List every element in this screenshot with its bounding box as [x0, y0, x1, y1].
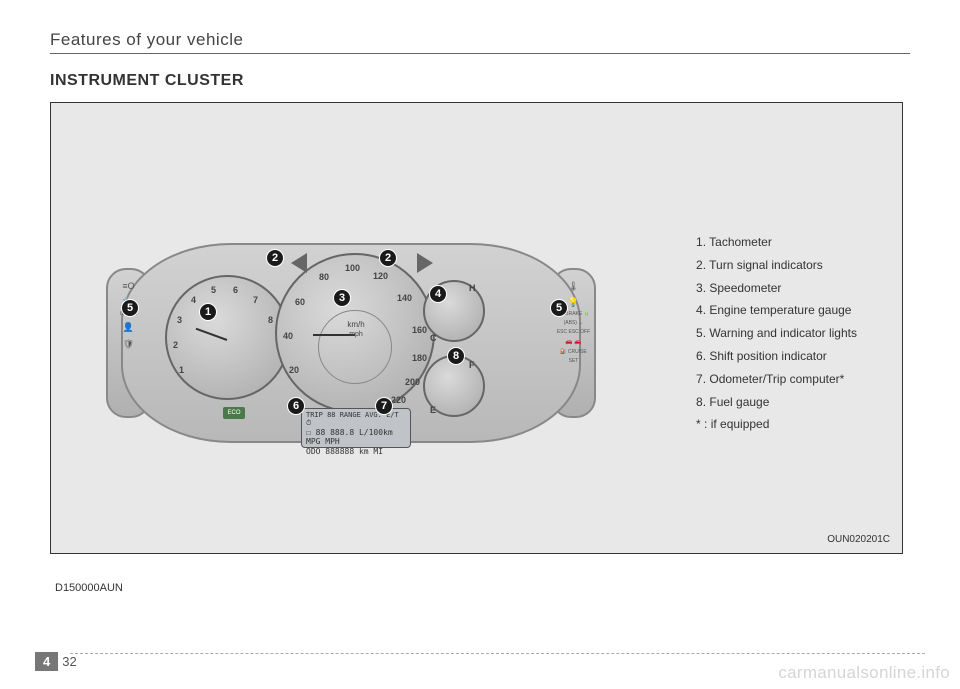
seatbelt-icon: 👤: [111, 319, 146, 335]
callout-badge: 5: [550, 299, 568, 317]
cluster-illustration: km/h mph 20 40 60 80 100 120 140 160 180…: [121, 223, 621, 473]
turn-signal-right-icon: [417, 253, 433, 273]
page-footer: 4 32: [35, 652, 77, 671]
speed-tick: 60: [295, 297, 305, 307]
legend-item: 2. Turn signal indicators: [696, 254, 857, 277]
temp-icon: 🌡: [556, 278, 591, 294]
legend-item: 7. Odometer/Trip computer*: [696, 368, 857, 391]
esc-icon: ESC ESC OFF: [556, 328, 591, 337]
tachometer-gauge: [165, 275, 290, 400]
image-code-bottom-left: D150000AUN: [55, 582, 123, 594]
speed-tick: 40: [283, 331, 293, 341]
door-icon: 🚗 🚗: [556, 337, 591, 348]
legend-item: * : if equipped: [696, 413, 857, 436]
speed-unit-label: km/h mph: [336, 320, 376, 338]
fuel-full: F: [469, 360, 475, 370]
speed-tick: 160: [412, 325, 427, 335]
kmh-text: km/h: [347, 320, 364, 329]
legend-item: 5. Warning and indicator lights: [696, 322, 857, 345]
temp-high: H: [469, 283, 476, 293]
lcd-line-trip: TRIP 88 RANGE AVG. E/T ⏱: [306, 411, 406, 428]
abs-icon: (ABS) ↔: [556, 319, 591, 328]
legend-item: 6. Shift position indicator: [696, 345, 857, 368]
image-code-bottom-right: OUN020201C: [827, 534, 890, 545]
speed-tick: 120: [373, 271, 388, 281]
speed-tick: 140: [397, 293, 412, 303]
tach-tick: 4: [191, 295, 196, 305]
tach-tick: 7: [253, 295, 258, 305]
callout-badge: 2: [379, 249, 397, 267]
callout-badge: 5: [121, 299, 139, 317]
tach-tick: 8: [268, 315, 273, 325]
cluster-diagram: km/h mph 20 40 60 80 100 120 140 160 180…: [50, 102, 903, 554]
section-title: INSTRUMENT CLUSTER: [50, 72, 910, 90]
callout-badge: 7: [375, 397, 393, 415]
speed-tick: 20: [289, 365, 299, 375]
speed-tick: 180: [412, 353, 427, 363]
speed-tick: 80: [319, 272, 329, 282]
turn-signal-left-icon: [291, 253, 307, 273]
speed-tick: 220: [391, 395, 406, 405]
eco-badge: ECO: [223, 407, 245, 419]
speed-tick: 100: [345, 263, 360, 273]
mph-text: mph: [349, 331, 363, 338]
airbag-icon: 🛡: [111, 336, 146, 352]
tach-tick: 2: [173, 340, 178, 350]
chapter-header: Features of your vehicle: [50, 30, 910, 54]
section-number-box: 4: [35, 652, 58, 671]
cluster-body: km/h mph 20 40 60 80 100 120 140 160 180…: [121, 243, 581, 443]
legend-item: 4. Engine temperature gauge: [696, 299, 857, 322]
callout-badge: 3: [333, 289, 351, 307]
callout-badge: 4: [429, 285, 447, 303]
speed-tick: 200: [405, 377, 420, 387]
temp-low: C: [430, 333, 437, 343]
legend-item: 3. Speedometer: [696, 277, 857, 300]
callout-badge: 8: [447, 347, 465, 365]
tach-tick: 3: [177, 315, 182, 325]
fuel-cruise-icon: ⛽ CRUISE SET: [556, 348, 591, 366]
fog-icon: ≡O: [111, 278, 146, 294]
legend-item: 8. Fuel gauge: [696, 391, 857, 414]
tach-tick: 6: [233, 285, 238, 295]
lcd-display: TRIP 88 RANGE AVG. E/T ⏱ ☐ 88 888.8 L/10…: [301, 408, 411, 448]
callout-badge: 1: [199, 303, 217, 321]
tach-tick: 1: [179, 365, 184, 375]
lcd-line-mid: ☐ 88 888.8 L/100km MPG MPH: [306, 428, 406, 447]
lcd-line-odo: ODO 888888 km MI: [306, 447, 406, 457]
page-number: 32: [62, 654, 76, 669]
footer-divider: [70, 653, 925, 654]
right-warning-icons: 🌡 💡 (P) BRAKE 🔋 (ABS) ↔ ESC ESC OFF 🚗 🚗 …: [556, 278, 591, 366]
legend-item: 1. Tachometer: [696, 231, 857, 254]
legend-list: 1. Tachometer 2. Turn signal indicators …: [696, 231, 857, 436]
callout-badge: 2: [266, 249, 284, 267]
chapter-title: Features of your vehicle: [50, 30, 910, 50]
callout-badge: 6: [287, 397, 305, 415]
watermark: carmanualsonline.info: [778, 663, 950, 683]
fuel-empty: E: [430, 405, 436, 415]
tach-tick: 5: [211, 285, 216, 295]
